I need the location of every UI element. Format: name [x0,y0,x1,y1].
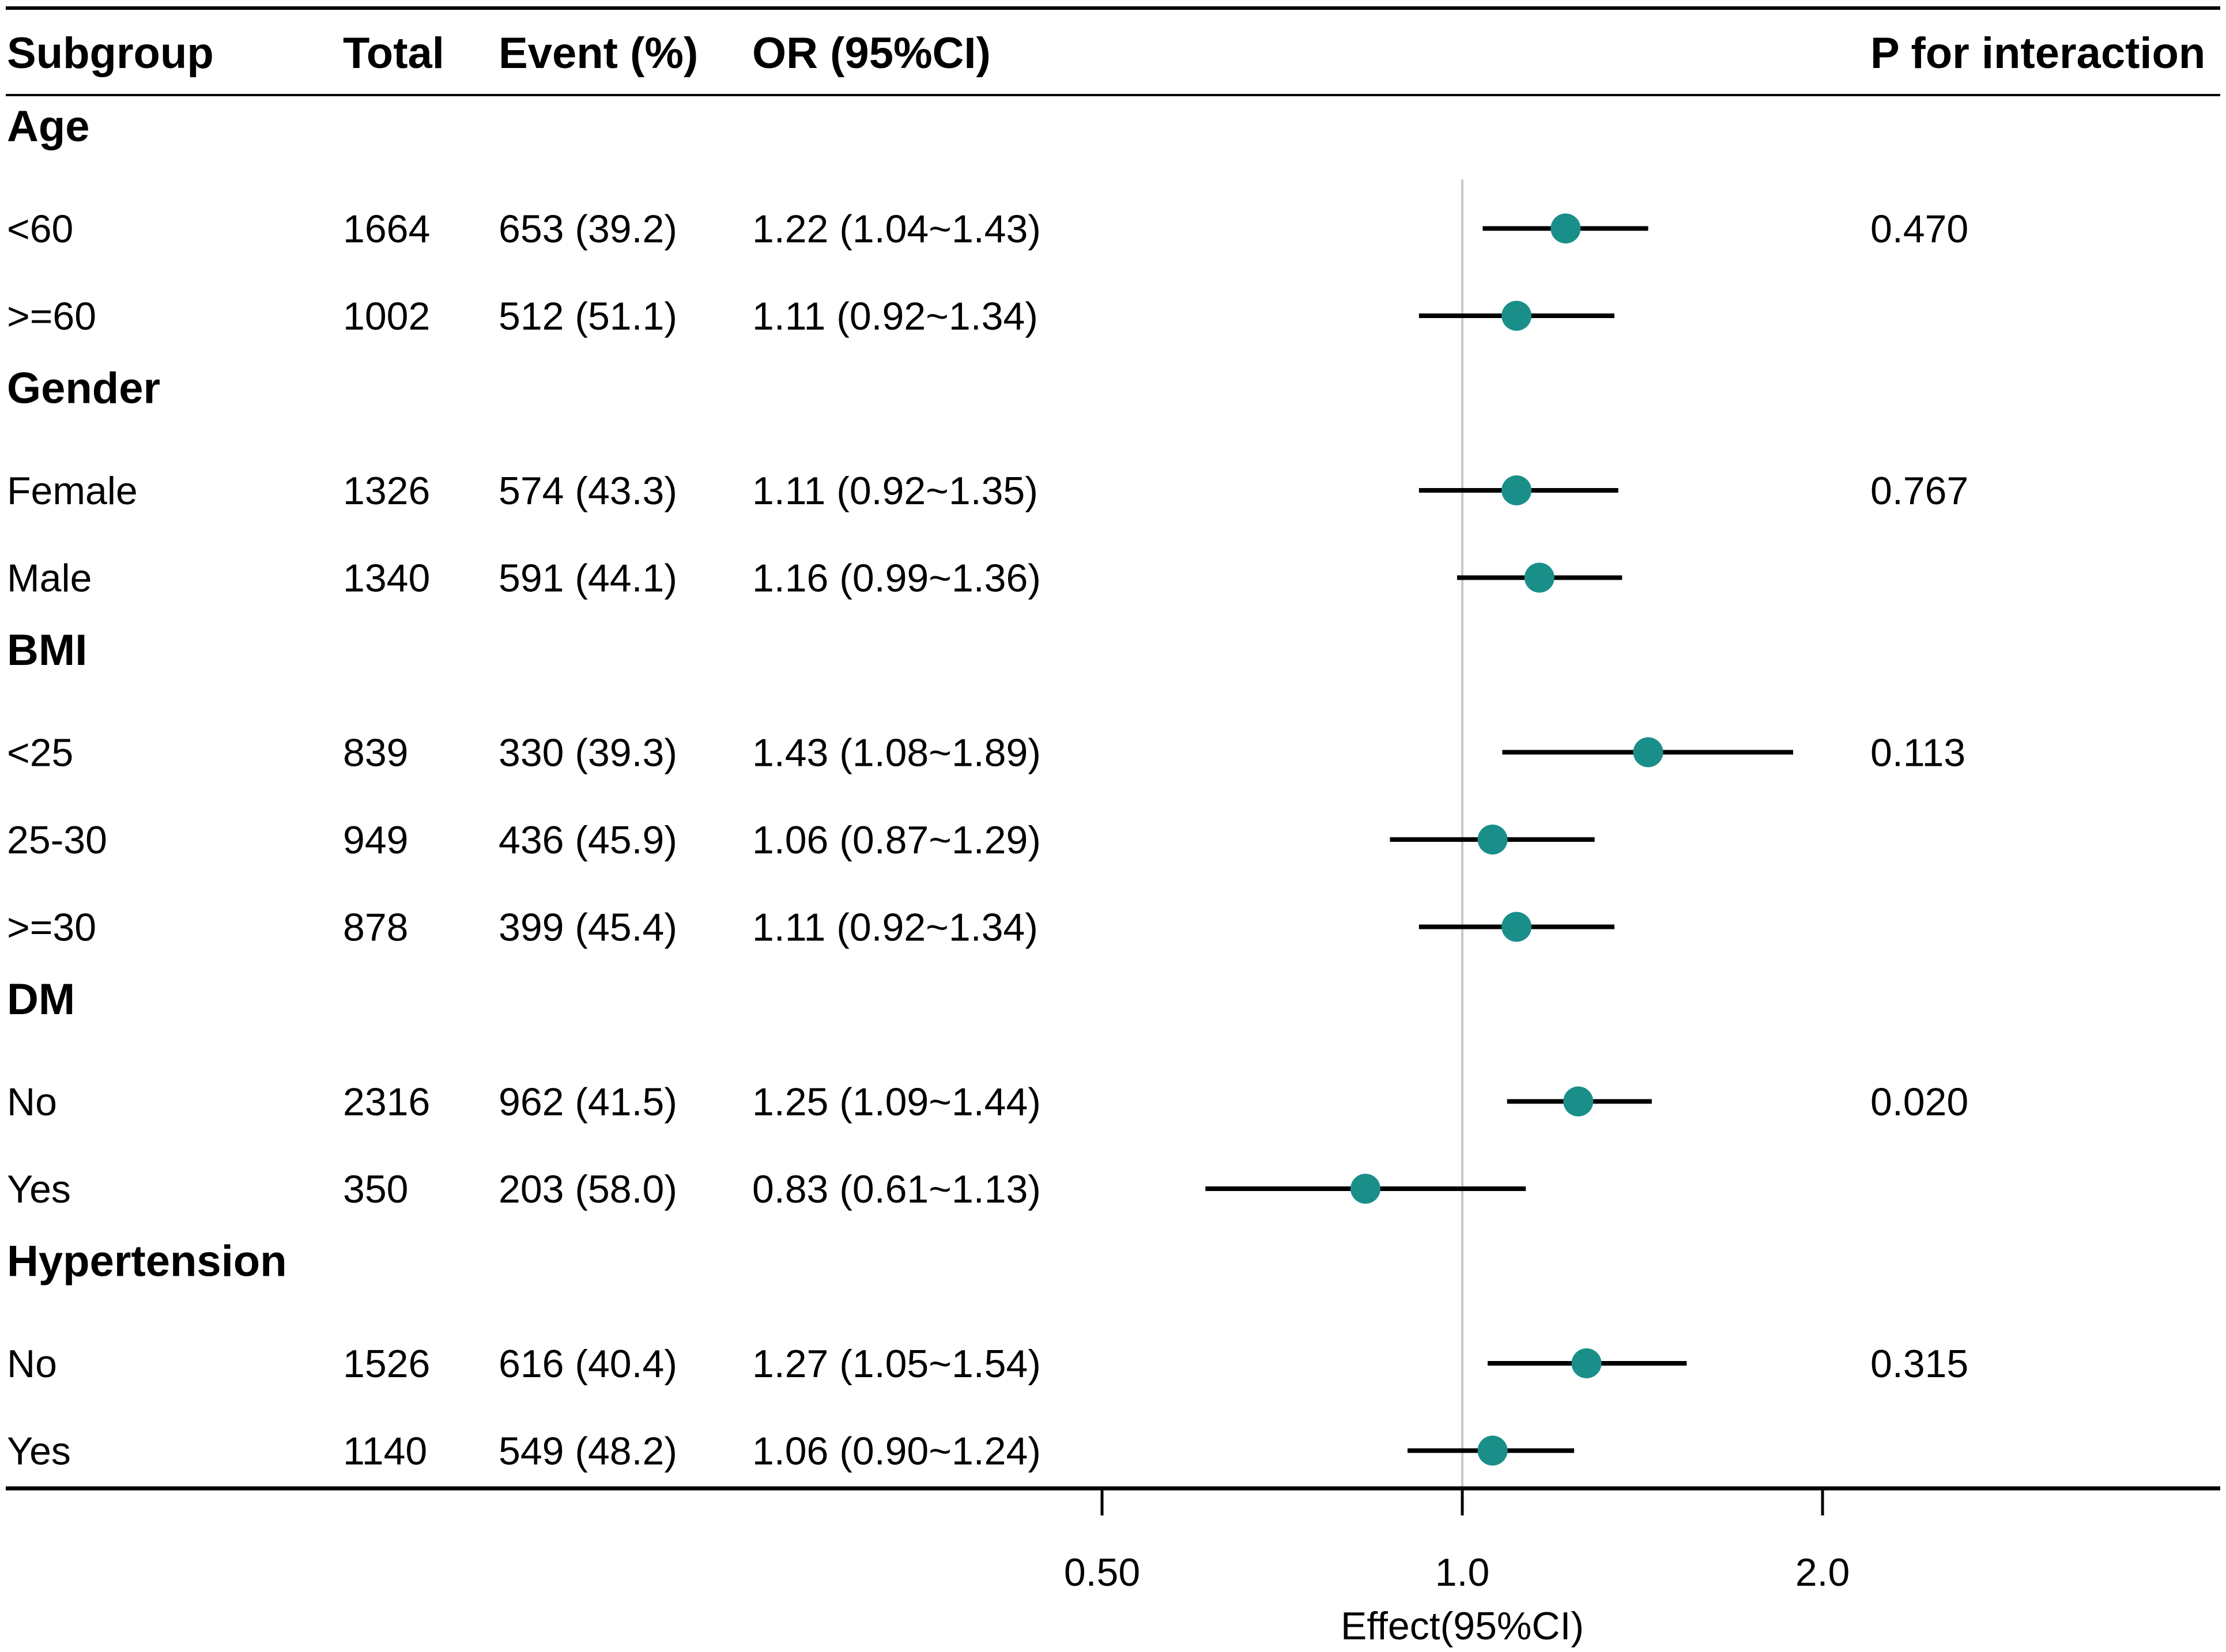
p-interaction-cell: 0.020 [1870,1080,1968,1124]
or-cell: 1.27 (1.05~1.54) [752,1342,1041,1386]
forest-rows: Age <60 1664 653 (39.2) 1.22 (1.04~1.43) 0.47… [7,102,1968,1473]
subgroup-label: Yes [7,1167,71,1211]
subgroup-label: Yes [7,1430,71,1473]
x-tick-label: 1.0 [1435,1551,1490,1594]
or-cell: 0.83 (0.61~1.13) [752,1167,1041,1211]
total-cell: 839 [343,731,408,775]
estimate-point [1477,825,1508,855]
x-axis: 0.50 1.0 2.0 [1064,1488,1850,1594]
subgroup-label: No [7,1342,57,1386]
event-cell: 653 (39.2) [499,207,677,251]
estimate-point [1524,562,1555,593]
or-cell: 1.11 (0.92~1.35) [752,469,1038,513]
or-cell: 1.11 (0.92~1.34) [752,294,1038,338]
event-cell: 399 (45.4) [499,906,677,950]
estimate-point [1563,1086,1594,1117]
p-interaction-cell: 0.767 [1870,469,1968,513]
subgroup-label: Female [7,469,138,513]
x-axis-label: Effect(95%CI) [1341,1604,1584,1648]
estimate-point [1477,1435,1508,1466]
group-label: BMI [7,626,87,675]
event-cell: 203 (58.0) [499,1167,677,1211]
header-p-interaction: P for interaction [1870,29,2205,78]
or-cell: 1.16 (0.99~1.36) [752,557,1041,600]
subgroup-label: No [7,1080,57,1124]
total-cell: 1664 [343,207,430,251]
estimate-point [1501,475,1532,505]
or-cell: 1.06 (0.87~1.29) [752,818,1041,862]
total-cell: 1326 [343,469,430,513]
event-cell: 436 (45.9) [499,818,677,862]
event-cell: 549 (48.2) [499,1430,677,1473]
event-cell: 616 (40.4) [499,1342,677,1386]
subgroup-label: <25 [7,731,73,775]
total-cell: 2316 [343,1080,430,1124]
subgroup-label: >=30 [7,906,96,950]
or-cell: 1.11 (0.92~1.34) [752,906,1038,950]
x-tick-label: 0.50 [1064,1551,1140,1594]
header-total: Total [343,29,444,78]
header-event: Event (%) [499,29,698,78]
estimate-point [1350,1174,1380,1204]
estimate-point [1550,213,1581,244]
event-cell: 512 (51.1) [499,294,677,338]
total-cell: 1526 [343,1342,430,1386]
estimate-point [1571,1348,1602,1378]
total-cell: 1340 [343,557,430,600]
total-cell: 1002 [343,294,430,338]
total-cell: 949 [343,818,408,862]
or-cell: 1.25 (1.09~1.44) [752,1080,1041,1124]
event-cell: 330 (39.3) [499,731,677,775]
header-subgroup: Subgroup [7,29,214,78]
estimate-point [1501,301,1532,331]
event-cell: 962 (41.5) [499,1080,677,1124]
total-cell: 1140 [343,1430,427,1473]
group-label: DM [7,975,75,1024]
or-cell: 1.22 (1.04~1.43) [752,207,1041,251]
total-cell: 350 [343,1167,408,1211]
estimate-point [1501,912,1532,942]
group-label: Hypertension [7,1237,287,1286]
group-label: Age [7,102,90,151]
estimate-point [1633,737,1663,768]
subgroup-label: Male [7,557,92,600]
event-cell: 574 (43.3) [499,469,677,513]
group-label: Gender [7,364,160,413]
event-cell: 591 (44.1) [499,557,677,600]
p-interaction-cell: 0.315 [1870,1342,1968,1386]
subgroup-label: >=60 [7,294,96,338]
header-or: OR (95%CI) [752,29,991,78]
total-cell: 878 [343,906,408,950]
subgroup-label: 25-30 [7,818,107,862]
x-tick-label: 2.0 [1795,1551,1850,1594]
or-cell: 1.06 (0.90~1.24) [752,1430,1041,1473]
or-cell: 1.43 (1.08~1.89) [752,731,1041,775]
p-interaction-cell: 0.470 [1870,207,1968,251]
p-interaction-cell: 0.113 [1870,731,1965,775]
subgroup-label: <60 [7,207,73,251]
